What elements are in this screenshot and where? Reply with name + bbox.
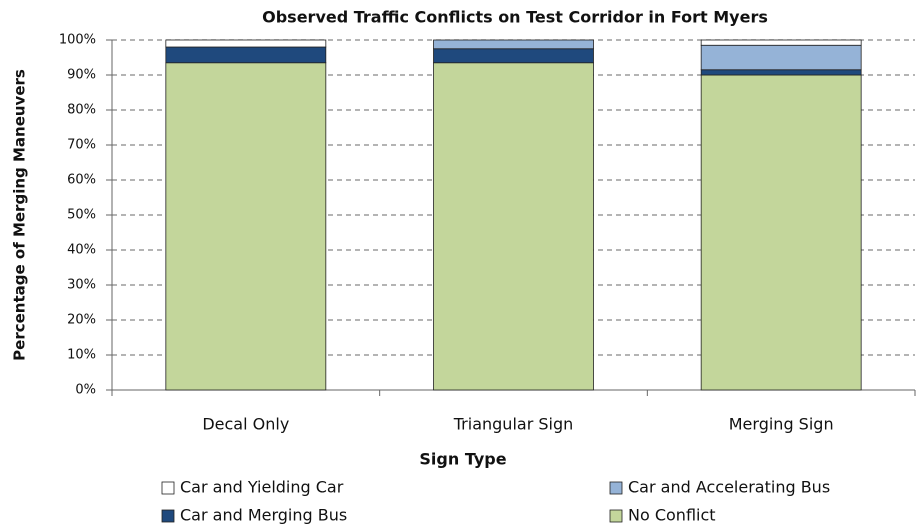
- legend-label: No Conflict: [628, 506, 716, 525]
- y-tick-label: 0%: [75, 383, 96, 398]
- bar-segment: [165, 62, 327, 391]
- bar-segment: [700, 44, 862, 71]
- bar-segment: [433, 48, 594, 64]
- bar-segment: [700, 69, 862, 76]
- y-tick-label: 10%: [67, 348, 96, 363]
- bar-segment: [700, 74, 862, 391]
- bar-segment: [433, 39, 594, 50]
- legend-label: Car and Yielding Car: [180, 478, 344, 497]
- x-tick-label: Decal Only: [202, 415, 289, 434]
- legend-label: Car and Accelerating Bus: [628, 478, 830, 497]
- bar-segment: [433, 62, 594, 391]
- legend-swatch: [609, 481, 623, 495]
- bar-segment: [700, 39, 862, 46]
- x-tick-label: Triangular Sign: [453, 415, 574, 434]
- y-tick-label: 20%: [67, 313, 96, 328]
- bar-segment: [165, 39, 327, 48]
- y-tick-label: 60%: [67, 173, 96, 188]
- y-tick-label: 70%: [67, 138, 96, 153]
- bar-segment: [165, 46, 327, 64]
- legend-swatch: [609, 509, 623, 523]
- y-tick-label: 90%: [67, 68, 96, 83]
- y-axis-label: Percentage of Merging Maneuvers: [11, 69, 29, 361]
- y-tick-label: 40%: [67, 243, 96, 258]
- y-tick-label: 30%: [67, 278, 96, 293]
- legend-label: Car and Merging Bus: [180, 506, 347, 525]
- y-tick-label: 80%: [67, 103, 96, 118]
- y-tick-label: 50%: [67, 208, 96, 223]
- x-axis-label: Sign Type: [419, 450, 506, 469]
- x-tick-label: Merging Sign: [729, 415, 834, 434]
- legend-swatch: [161, 481, 175, 495]
- y-tick-label: 100%: [59, 33, 96, 48]
- chart-title: Observed Traffic Conflicts on Test Corri…: [262, 8, 768, 27]
- legend-swatch: [161, 509, 175, 523]
